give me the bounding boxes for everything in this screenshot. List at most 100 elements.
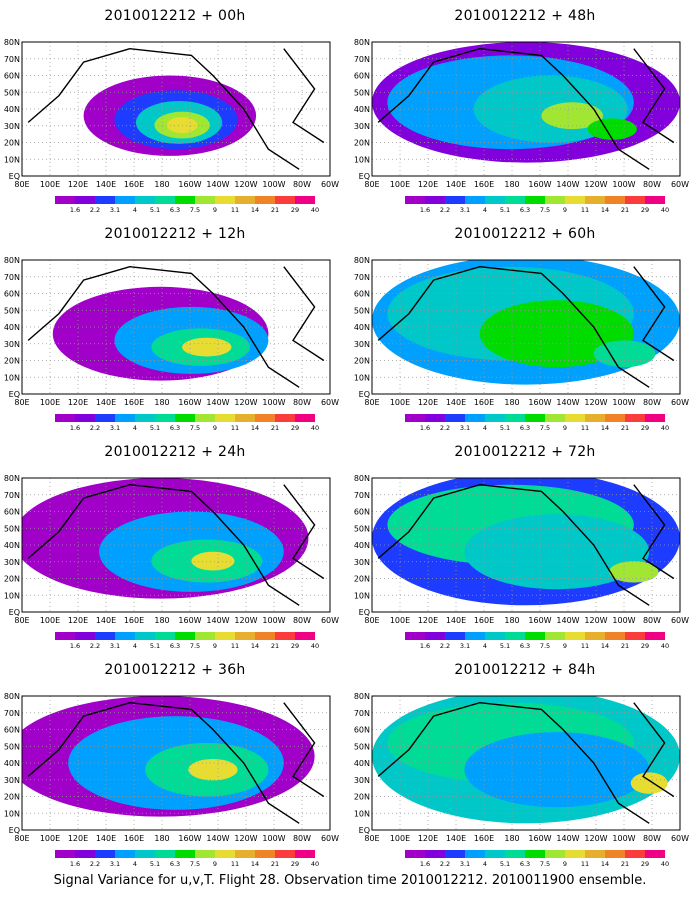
y-tick-label: 30N <box>4 776 20 785</box>
variance-map: EQ 10N 20N 30N 40N 50N 60N 70N 80N 80E 100E 120E 140… <box>4 256 339 432</box>
variance-shading <box>166 117 198 134</box>
variance-map: EQ 10N 20N 30N 40N 50N 60N 70N 80N 80E 100E 120E 140… <box>4 474 339 650</box>
colorbar-swatch <box>75 850 95 858</box>
y-tick-label: 40N <box>354 759 370 768</box>
colorbar-swatch <box>175 196 195 204</box>
y-tick-label: 80N <box>354 692 370 701</box>
colorbar-swatch <box>585 414 605 422</box>
colorbar-label: 1.6 <box>70 642 80 650</box>
y-tick-label: 30N <box>4 122 20 131</box>
y-tick-label: 20N <box>4 357 20 366</box>
colorbar-swatch <box>195 414 215 422</box>
colorbar-swatch <box>505 850 525 858</box>
map-panel: 2010012212 + 24h EQ 10N 20N 30N 40N 50N 60N 70N 8… <box>0 436 350 651</box>
map-frame <box>371 41 681 177</box>
colorbar-label: 21 <box>271 860 279 868</box>
coastline <box>377 265 650 388</box>
colorbar-swatch <box>115 632 135 640</box>
map-panel: 2010012212 + 84h EQ 10N 20N 30N 40N 50N 60N 70N 8… <box>350 654 700 869</box>
x-tick-label: 180 <box>504 834 519 843</box>
y-tick-label: 10N <box>4 809 20 818</box>
x-tick-label: 160W <box>528 180 551 189</box>
colorbar-label: 9 <box>213 424 217 432</box>
y-tick-label: 40N <box>4 541 20 550</box>
colorbar-swatch <box>645 414 665 422</box>
colorbar-swatch <box>115 196 135 204</box>
colorbar-swatch <box>275 850 295 858</box>
colorbar-label: 11 <box>231 424 239 432</box>
coastline <box>377 483 650 606</box>
colorbar-swatch <box>55 632 75 640</box>
colorbar-label: 3.1 <box>110 424 120 432</box>
colorbar-swatch <box>565 196 585 204</box>
x-tick-label: 60W <box>321 180 339 189</box>
x-tick-label: 160E <box>474 616 494 625</box>
colorbar-label: 5.1 <box>500 642 510 650</box>
colorbar-label: 40 <box>311 642 319 650</box>
x-tick-label: 80E <box>14 180 29 189</box>
x-tick-label: 140E <box>96 180 116 189</box>
colorbar-label: 11 <box>231 206 239 214</box>
colorbar-swatch <box>445 850 465 858</box>
colorbar-swatch <box>275 196 295 204</box>
colorbar-swatch <box>645 196 665 204</box>
x-tick-label: 160W <box>528 616 551 625</box>
colorbar-label: 14 <box>601 860 609 868</box>
colorbar-label: 9 <box>213 206 217 214</box>
colorbar-swatch <box>55 414 75 422</box>
x-tick-label: 100W <box>262 834 285 843</box>
coastline <box>27 47 300 170</box>
x-tick-label: 140E <box>96 616 116 625</box>
colorbar-label: 2.2 <box>90 424 100 432</box>
colorbar-label: 29 <box>641 642 649 650</box>
map-panel: 2010012212 + 60h EQ 10N 20N 30N 40N 50N 60N 70N 8… <box>350 218 700 433</box>
colorbar-swatch <box>525 632 545 640</box>
colorbar-label: 14 <box>251 860 259 868</box>
y-tick-label: 50N <box>354 306 370 315</box>
y-tick-label: EQ <box>9 172 20 181</box>
colorbar-swatch <box>55 850 75 858</box>
x-tick-label: 180 <box>154 616 169 625</box>
x-tick-label: 80W <box>293 834 311 843</box>
colorbar-label: 4 <box>133 642 137 650</box>
x-tick-label: 120W <box>584 398 607 407</box>
colorbar-swatch <box>605 850 625 858</box>
colorbar-label: 7.5 <box>190 424 200 432</box>
y-tick-label: 70N <box>354 273 370 282</box>
colorbar-swatch <box>55 196 75 204</box>
map-frame <box>21 259 331 395</box>
colorbar-label: 5.1 <box>150 206 160 214</box>
colorbar-label: 2.2 <box>440 642 450 650</box>
x-tick-label: 100E <box>40 834 60 843</box>
figure-caption: Signal Variance for u,v,T. Flight 28. Ob… <box>53 873 647 888</box>
colorbar-label: 14 <box>601 642 609 650</box>
x-tick-label: 160E <box>124 616 144 625</box>
y-tick-label: 60N <box>4 726 20 735</box>
map-frame <box>21 477 331 613</box>
colorbar-swatch <box>465 414 485 422</box>
variance-map: EQ 10N 20N 30N 40N 50N 60N 70N 80N 80E 100E 120E 140… <box>354 474 689 650</box>
colorbar-label: 6.3 <box>170 424 180 432</box>
colorbar-label: 7.5 <box>190 642 200 650</box>
coastline <box>377 701 650 824</box>
colorbar-swatch <box>405 414 425 422</box>
x-tick-label: 140E <box>446 616 466 625</box>
x-tick-label: 80W <box>643 180 661 189</box>
colorbar-swatch <box>425 196 445 204</box>
colorbar-label: 9 <box>213 860 217 868</box>
x-tick-label: 60W <box>671 834 689 843</box>
coastline <box>633 484 675 580</box>
colorbar-label: 6.3 <box>520 860 530 868</box>
colorbar-label: 6.3 <box>520 424 530 432</box>
x-tick-label: 120E <box>418 616 438 625</box>
x-tick-label: 140W <box>556 834 579 843</box>
x-tick-label: 120E <box>418 180 438 189</box>
colorbar-label: 14 <box>601 424 609 432</box>
x-tick-label: 100W <box>612 616 635 625</box>
colorbar-swatch <box>135 414 155 422</box>
panel-title: 2010012212 + 72h <box>454 444 596 460</box>
x-tick-label: 140W <box>206 616 229 625</box>
variance-map: EQ 10N 20N 30N 40N 50N 60N 70N 80N 80E 100E 120E 140… <box>4 692 339 868</box>
variance-shading <box>188 758 238 781</box>
colorbar-label: 2.2 <box>440 860 450 868</box>
